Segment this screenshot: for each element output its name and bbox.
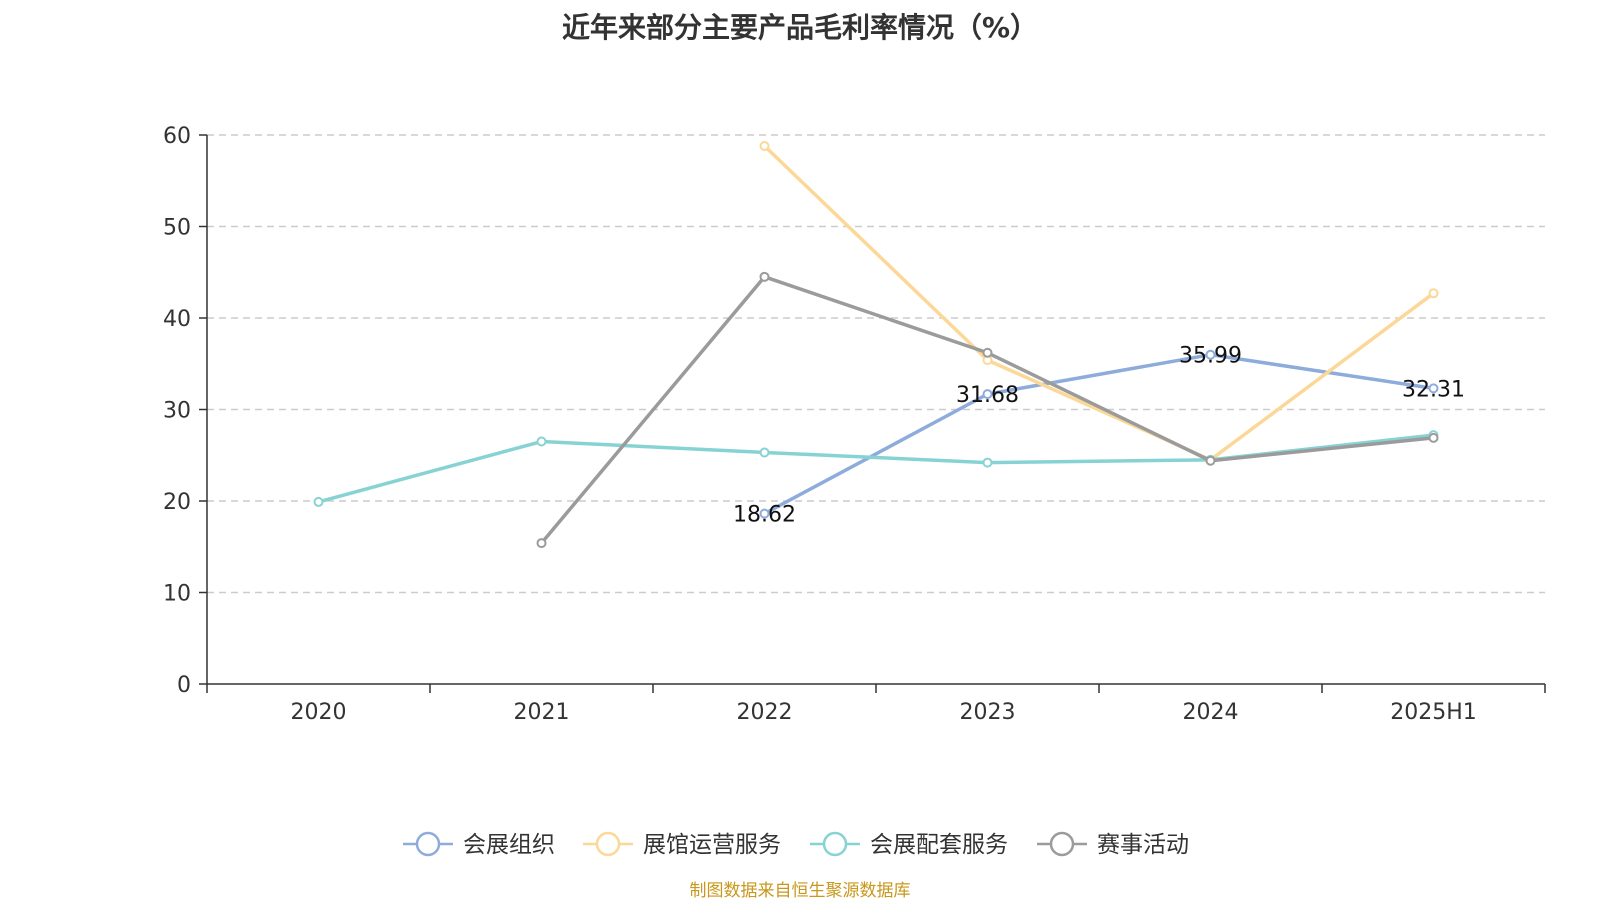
- series-line: [763, 352, 1434, 516]
- data-point: [1428, 288, 1439, 299]
- data-point: [1428, 383, 1439, 394]
- data-point: [313, 496, 324, 507]
- data-point: [536, 436, 547, 447]
- data-point: [1205, 349, 1216, 360]
- series-line: [318, 433, 1434, 504]
- legend-item[interactable]: 会展配套服务: [810, 831, 1008, 858]
- data-label: 32.31: [1402, 377, 1465, 402]
- legend-item[interactable]: 会展组织: [403, 831, 555, 858]
- data-point: [759, 140, 770, 151]
- x-tick-label: 2020: [291, 700, 347, 725]
- y-tick-label: 60: [163, 124, 191, 149]
- x-tick-label: 2024: [1183, 700, 1239, 725]
- legend-marker: [415, 831, 441, 857]
- data-label: 18.62: [733, 503, 796, 528]
- legend-label: 展馆运营服务: [643, 832, 781, 858]
- data-point: [1205, 455, 1216, 466]
- y-tick-label: 40: [163, 307, 191, 332]
- x-tick-label: 2025H1: [1390, 700, 1477, 725]
- y-tick-label: 10: [163, 582, 191, 607]
- data-label: 31.68: [956, 383, 1019, 408]
- grid-layer: [207, 134, 1545, 594]
- data-point: [536, 538, 547, 549]
- legend-label: 赛事活动: [1097, 832, 1189, 858]
- data-label-layer: 18.62 31.68 35.99 32.31: [733, 344, 1465, 528]
- data-point: [759, 447, 770, 458]
- x-tick-label: 2023: [960, 700, 1016, 725]
- data-point: [982, 347, 993, 358]
- axis-layer: 0 10 20 30 40 50 60 2020 2021 2022 2023 2024 2025H1: [163, 124, 1546, 725]
- y-tick-label: 30: [163, 399, 191, 424]
- legend-label: 会展配套服务: [870, 832, 1008, 858]
- legend-item[interactable]: 赛事活动: [1037, 831, 1189, 858]
- x-tick-label: 2021: [514, 700, 570, 725]
- data-point: [982, 389, 993, 400]
- data-point: [982, 457, 993, 468]
- legend-marker: [822, 831, 848, 857]
- y-tick-label: 50: [163, 216, 191, 241]
- x-tick-label: 2022: [737, 700, 793, 725]
- legend-marker: [1049, 831, 1075, 857]
- chart-title: 近年来部分主要产品毛利率情况（%）: [561, 11, 1039, 44]
- legend-item[interactable]: 展馆运营服务: [583, 831, 781, 858]
- source-note: 制图数据来自恒生聚源数据库: [689, 881, 911, 900]
- data-point: [759, 508, 770, 519]
- y-tick-label: 0: [177, 673, 191, 698]
- data-label: 35.99: [1179, 344, 1242, 369]
- series-line: [763, 144, 1435, 462]
- y-tick-label: 20: [163, 490, 191, 515]
- data-point: [1428, 432, 1439, 443]
- legend-label: 会展组织: [463, 832, 555, 858]
- series-layer: [313, 140, 1439, 549]
- data-point: [759, 271, 770, 282]
- legend[interactable]: 会展组织 展馆运营服务 会展配套服务 赛事活动: [403, 831, 1189, 858]
- legend-marker: [595, 831, 621, 857]
